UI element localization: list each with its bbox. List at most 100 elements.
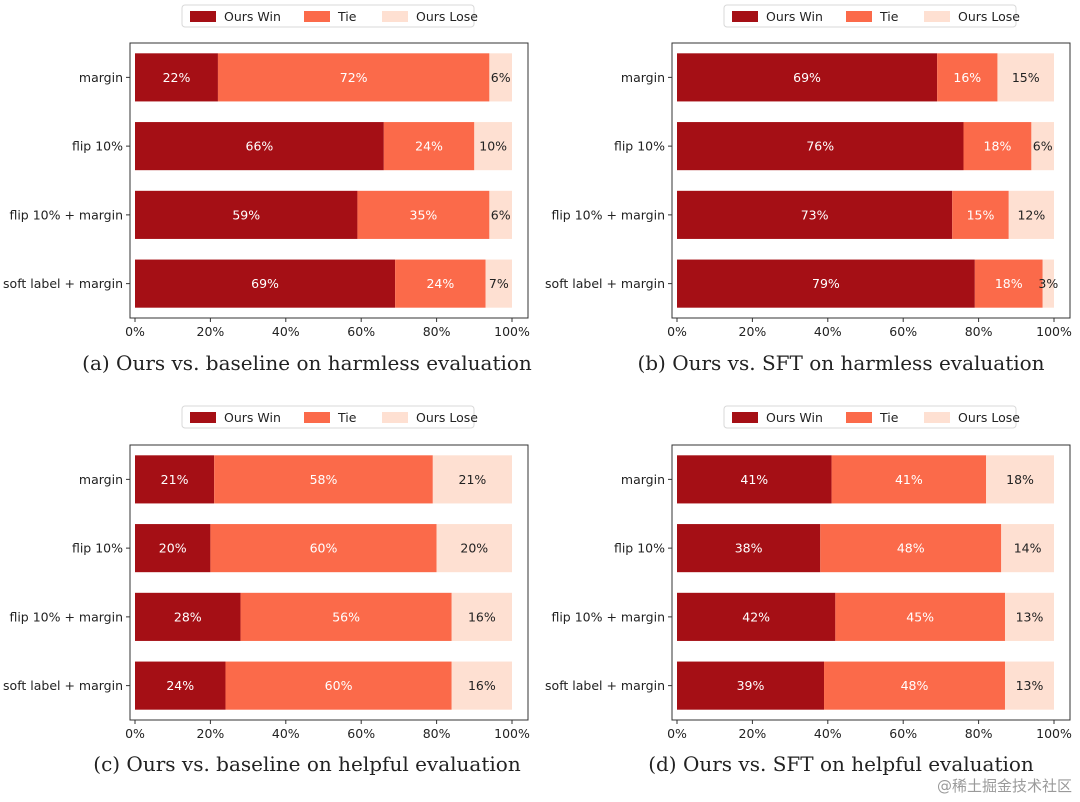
bar-ours-lose	[474, 122, 512, 171]
x-tick-label: 60%	[347, 324, 375, 339]
watermark: @稀土掘金技术社区	[936, 777, 1072, 795]
y-tick-label: margin	[621, 70, 665, 85]
y-tick-label: flip 10% + margin	[9, 609, 123, 624]
bar-tie	[240, 592, 452, 641]
y-tick-label: soft label + margin	[3, 276, 123, 291]
bar-value-label: 28%	[174, 609, 202, 624]
legend-label: Tie	[879, 9, 899, 24]
bar-value-label: 45%	[906, 609, 934, 624]
legend-label: Ours Lose	[416, 9, 478, 24]
legend-label: Tie	[337, 410, 357, 425]
bar-value-label: 21%	[161, 472, 189, 487]
bar-value-label: 59%	[232, 207, 260, 222]
legend-swatch	[190, 412, 216, 423]
bar-tie	[974, 259, 1043, 308]
bar-tie	[831, 455, 987, 504]
bar-tie	[820, 524, 1002, 573]
bar-value-label: 18%	[1006, 472, 1034, 487]
bar-ours-lose	[432, 455, 512, 504]
legend-label: Tie	[879, 410, 899, 425]
chart-caption: (b) Ours vs. SFT on harmless evaluation	[637, 351, 1044, 375]
bar-value-label: 41%	[740, 472, 768, 487]
x-tick-label: 0%	[125, 324, 145, 339]
x-tick-label: 80%	[423, 324, 451, 339]
plot-frame	[129, 42, 529, 319]
legend: Ours Win Tie Ours Lose	[723, 405, 1020, 429]
bar-value-label: 76%	[806, 139, 834, 154]
chart-panel-d: 41% 41% 18% margin 38% 48% 14% flip 10% 42% 45% 13…	[545, 405, 1072, 776]
y-tick-label: margin	[79, 472, 123, 487]
bar-value-label: 41%	[895, 472, 923, 487]
bar-value-label: 16%	[468, 609, 496, 624]
chart-caption: (a) Ours vs. baseline on harmless evalua…	[82, 351, 532, 375]
x-tick-label: 60%	[889, 726, 917, 741]
bar-tie	[835, 592, 1005, 641]
y-tick-label: flip 10%	[72, 541, 123, 556]
bar-ours-win	[135, 661, 226, 710]
legend-swatch	[924, 11, 950, 22]
bar-ours-win	[677, 122, 964, 171]
legend-swatch	[924, 412, 950, 423]
bar-ours-win	[677, 524, 821, 573]
bar-value-label: 7%	[489, 276, 509, 291]
bar-ours-win	[677, 592, 836, 641]
bar-ours-lose	[436, 524, 512, 573]
bar-ours-win	[135, 592, 241, 641]
legend-swatch	[304, 412, 330, 423]
bar-ours-lose	[1008, 190, 1054, 239]
bar-value-label: 14%	[1014, 541, 1042, 556]
legend-swatch	[846, 11, 872, 22]
bar-value-label: 6%	[491, 70, 511, 85]
chart-panel-b: 69% 16% 15% margin 76% 18% 6% flip 10% 73% 15% 12%…	[545, 4, 1072, 375]
y-tick-label: flip 10% + margin	[551, 609, 665, 624]
legend-swatch	[304, 11, 330, 22]
legend: Ours Win Tie Ours Lose	[723, 4, 1020, 28]
bar-ours-win	[677, 53, 938, 102]
bar-ours-lose	[1001, 524, 1054, 573]
bar-value-label: 24%	[426, 276, 454, 291]
bar-value-label: 3%	[1038, 276, 1058, 291]
bar-value-label: 73%	[801, 207, 829, 222]
bar-ours-win	[135, 455, 215, 504]
bar-ours-lose	[997, 53, 1054, 102]
bar-value-label: 10%	[479, 139, 507, 154]
bar-value-label: 48%	[901, 678, 929, 693]
bar-ours-win	[135, 524, 211, 573]
legend-label: Tie	[337, 9, 357, 24]
x-tick-label: 40%	[814, 726, 842, 741]
bar-ours-lose	[1004, 592, 1054, 641]
bar-value-label: 58%	[310, 472, 338, 487]
y-tick-label: margin	[79, 70, 123, 85]
x-tick-label: 20%	[739, 726, 767, 741]
y-tick-label: flip 10% + margin	[9, 207, 123, 222]
bar-value-label: 15%	[967, 207, 995, 222]
bar-value-label: 13%	[1016, 678, 1044, 693]
x-tick-label: 20%	[197, 324, 225, 339]
x-tick-label: 40%	[272, 726, 300, 741]
x-tick-label: 100%	[1036, 726, 1072, 741]
bar-value-label: 69%	[793, 70, 821, 85]
bar-ours-win	[135, 259, 396, 308]
legend-swatch	[732, 412, 758, 423]
legend-label: Ours Lose	[958, 9, 1020, 24]
y-tick-label: soft label + margin	[545, 678, 665, 693]
legend-swatch	[382, 412, 408, 423]
y-tick-label: flip 10%	[72, 139, 123, 154]
bar-ours-lose	[1031, 122, 1054, 171]
legend-label: Ours Win	[766, 410, 823, 425]
legend-swatch	[382, 11, 408, 22]
bar-value-label: 16%	[468, 678, 496, 693]
plot-frame	[671, 42, 1071, 319]
x-tick-label: 20%	[739, 324, 767, 339]
bar-value-label: 69%	[251, 276, 279, 291]
bar-value-label: 18%	[995, 276, 1023, 291]
legend-swatch	[190, 11, 216, 22]
bar-value-label: 79%	[812, 276, 840, 291]
bar-tie	[383, 122, 475, 171]
bar-value-label: 60%	[325, 678, 353, 693]
bar-value-label: 13%	[1016, 609, 1044, 624]
bar-value-label: 35%	[410, 207, 438, 222]
bar-tie	[357, 190, 490, 239]
bar-ours-lose	[1004, 661, 1054, 710]
